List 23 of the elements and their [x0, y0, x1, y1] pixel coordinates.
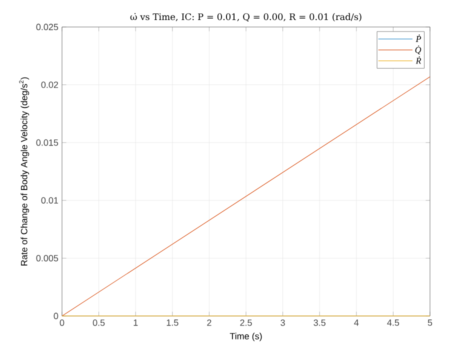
legend-label: Q̇	[415, 45, 422, 54]
x-tick-label: 4.5	[387, 320, 400, 326]
x-tick-label: 2.5	[240, 320, 252, 326]
x-tick-label: 4	[354, 320, 359, 326]
y-tick-label: 0.015	[36, 139, 58, 146]
y-tick-label: 0.02	[41, 82, 58, 88]
chart-title: ω̇ vs Time, IC: P = 0.01, Q = 0.00, R = 0.01 (rad/s)	[130, 13, 362, 22]
x-tick-label: 0	[60, 320, 64, 326]
x-tick-label: 1	[134, 320, 138, 326]
y-tick-label: 0.005	[36, 254, 58, 262]
y-tick-label: 0.01	[41, 197, 58, 204]
x-tick-label: 1.5	[166, 320, 178, 326]
x-tick-label: 5	[428, 320, 432, 326]
legend-label: Ṙ	[416, 56, 422, 64]
y-axis-title: Rate of Change of Body Angle Velocity (deg/s$^{2}$)	[19, 77, 30, 266]
legend-label: Ṗ	[416, 34, 422, 42]
x-tick-label: 2	[207, 320, 212, 326]
y-tick-label: 0.025	[36, 24, 58, 30]
x-tick-label: 0.5	[92, 320, 105, 326]
x-axis-title: Time (s)	[230, 332, 262, 342]
x-tick-label: 3	[280, 320, 285, 326]
x-tick-label: 3.5	[314, 320, 326, 326]
y-tick-label: 0	[54, 312, 58, 320]
